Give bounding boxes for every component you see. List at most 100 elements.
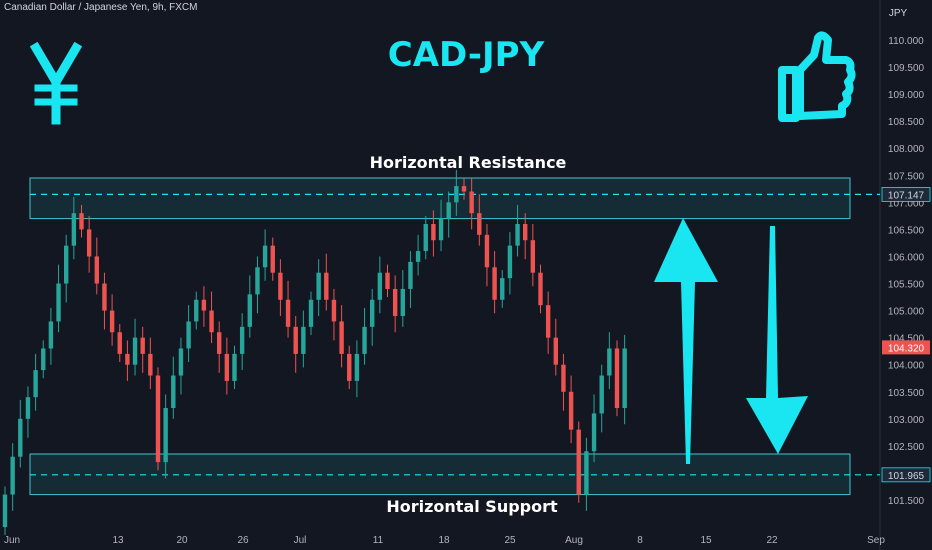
candle-body[interactable] [530,240,536,273]
candle-body[interactable] [209,310,214,333]
price-tick-label: 108.000 [888,144,925,155]
candle-body[interactable] [217,332,222,354]
up-arrow-icon [654,218,718,464]
svg-text:107.147: 107.147 [888,190,925,201]
candle-body[interactable] [140,337,145,354]
candle-body[interactable] [347,353,352,381]
candle-body[interactable] [117,332,122,354]
candle-body[interactable] [64,245,69,284]
resistance-zone[interactable] [29,177,851,220]
time-tick-label: 15 [700,535,712,546]
candle-body[interactable] [507,245,513,279]
candle-body[interactable] [48,321,54,349]
candle-body[interactable] [614,348,620,408]
candle-body[interactable] [423,224,428,252]
candle-body[interactable] [10,456,15,495]
candle-body[interactable] [591,413,597,452]
candle-body[interactable] [171,375,176,408]
candle-body[interactable] [454,186,459,203]
price-tick-label: 110.000 [888,36,924,47]
candle-body[interactable] [500,278,505,300]
candle-body[interactable] [477,213,482,235]
support-label: Horizontal Support [386,497,558,516]
candle-body[interactable] [316,272,321,300]
candle-body[interactable] [484,234,490,268]
time-tick-label: 8 [637,535,643,546]
candle-body[interactable] [415,251,421,262]
candle-body[interactable] [584,451,589,495]
candle-body[interactable] [324,272,329,300]
candle-body[interactable] [339,321,344,354]
candle-body[interactable] [148,353,153,376]
candle-body[interactable] [56,283,61,322]
yen-sign-icon [29,41,83,125]
candle-body[interactable] [599,375,604,414]
candle-body[interactable] [492,267,497,300]
chart-title: CAD-JPY [388,35,545,75]
candle-body[interactable] [270,245,275,273]
candle-body[interactable] [25,397,31,419]
down-arrow-icon [746,226,808,454]
candle-body[interactable] [301,326,306,354]
candle-body[interactable] [469,191,474,214]
candle-body[interactable] [553,337,558,365]
candle-body[interactable] [102,283,107,311]
candle-body[interactable] [109,310,115,333]
candle-body[interactable] [607,348,612,376]
time-tick-label: 26 [237,535,249,546]
candle-body[interactable] [132,337,138,365]
candle-body[interactable] [33,370,38,398]
candle-body[interactable] [278,272,283,300]
candle-body[interactable] [392,288,398,316]
resistance-price-tag: 107.147 [881,186,931,202]
candle-body[interactable] [163,408,168,463]
candle-body[interactable] [622,348,627,408]
candle-body[interactable] [408,261,413,289]
candle-body[interactable] [438,218,444,241]
candle-body[interactable] [285,299,291,327]
candle-body[interactable] [331,299,337,322]
candle-body[interactable] [178,348,184,376]
candle-body[interactable] [247,294,252,327]
candle-body[interactable] [538,272,543,306]
candle-body[interactable] [561,364,566,392]
candle-body[interactable] [239,326,245,354]
candle-body[interactable] [86,229,92,257]
candle-body[interactable] [523,224,528,241]
candle-body[interactable] [461,186,467,192]
candle-body[interactable] [2,494,8,528]
candle-body[interactable] [400,288,405,316]
candle-body[interactable] [354,353,360,381]
candle-body[interactable] [370,299,375,327]
candle-body[interactable] [94,256,99,284]
price-tick-label: 103.000 [888,415,925,426]
candle-body[interactable] [377,272,383,300]
time-tick-label: 22 [766,535,778,546]
candle-body[interactable] [515,224,520,246]
candle-body[interactable] [446,202,451,219]
candle-body[interactable] [18,418,23,457]
candle-body[interactable] [155,375,161,463]
candle-body[interactable] [71,213,77,246]
candle-body[interactable] [194,299,199,322]
svg-text:104.320: 104.320 [888,343,925,354]
candle-body[interactable] [125,353,130,365]
candle-body[interactable] [224,353,230,381]
candle-body[interactable] [255,267,260,295]
candle-body[interactable] [568,391,574,430]
candle-body[interactable] [262,245,268,268]
candle-body[interactable] [308,299,314,327]
candle-body[interactable] [545,305,551,338]
candle-body[interactable] [79,213,84,230]
candle-body[interactable] [186,321,191,349]
candle-body[interactable] [576,429,581,495]
candle-body[interactable] [41,348,46,371]
candle-body[interactable] [293,326,298,354]
candle-body[interactable] [431,224,436,241]
candle-body[interactable] [385,272,390,289]
candle-body[interactable] [362,326,367,354]
price-tick-label: 107.000 [888,198,925,209]
candle-body[interactable] [201,299,207,311]
candle-body[interactable] [232,353,237,381]
